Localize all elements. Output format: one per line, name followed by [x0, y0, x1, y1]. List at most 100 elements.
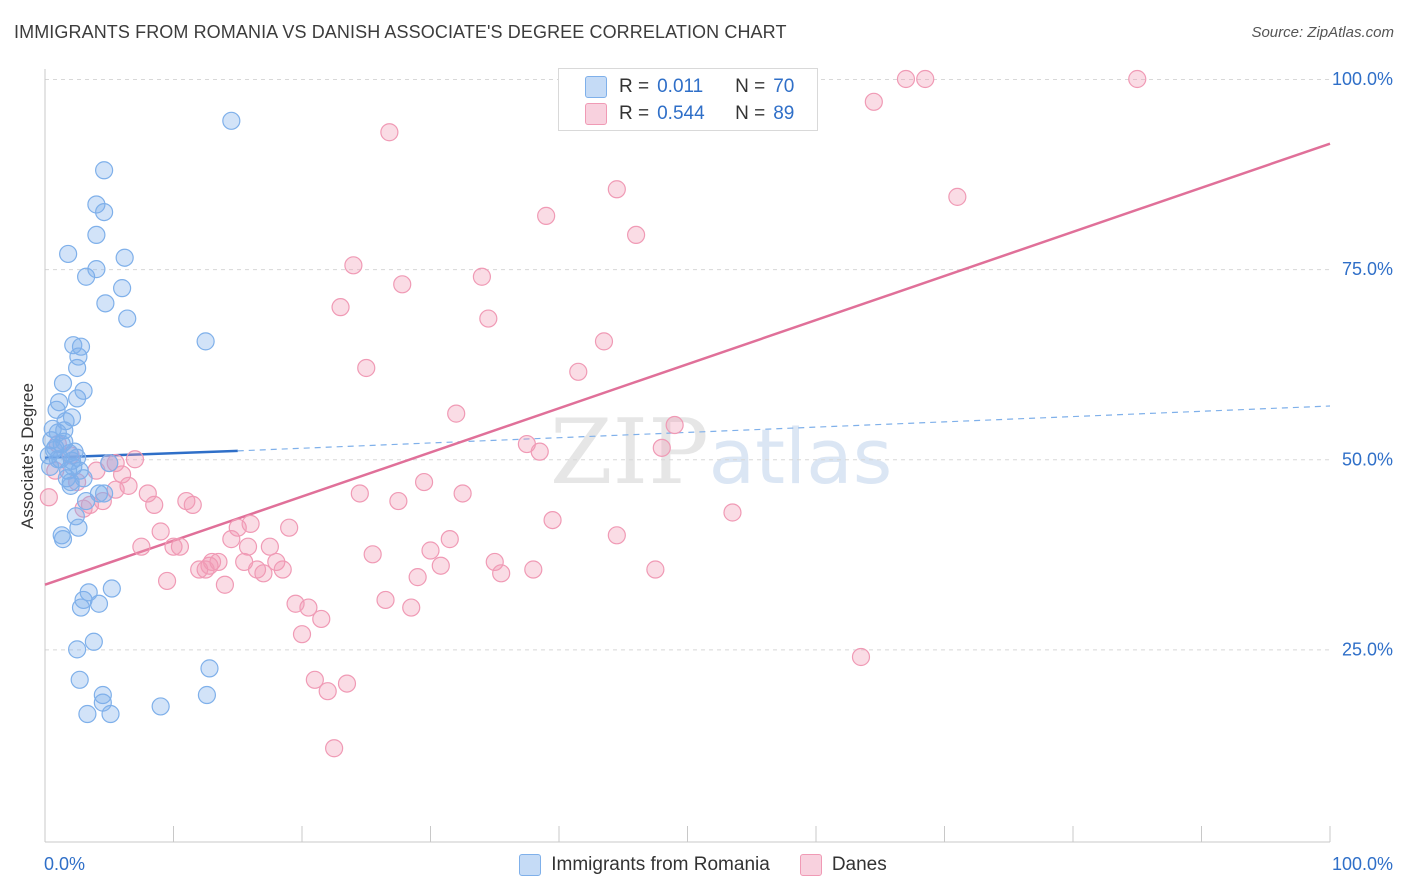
- point-danes: [543, 510, 562, 530]
- point-romania: [115, 248, 134, 267]
- point-danes: [380, 123, 399, 142]
- point-danes: [164, 537, 183, 556]
- point-danes: [273, 560, 292, 579]
- legend-n-label: N =: [735, 76, 766, 97]
- point-romania: [89, 594, 109, 613]
- point-danes: [421, 541, 440, 560]
- y-tick-label: 75.0%: [1342, 259, 1393, 279]
- legend-r-value: 0.011: [657, 76, 704, 97]
- point-danes: [594, 332, 614, 351]
- point-romania: [112, 279, 132, 298]
- watermark-atlas: atlas: [708, 412, 893, 501]
- point-danes: [157, 571, 177, 591]
- point-danes: [723, 503, 742, 522]
- point-romania: [96, 294, 115, 313]
- point-danes: [145, 495, 164, 514]
- legend-r-label: R =: [619, 103, 650, 124]
- point-danes: [916, 69, 935, 89]
- point-danes: [376, 590, 395, 610]
- point-romania: [200, 659, 219, 678]
- point-danes: [402, 598, 421, 617]
- point-danes: [948, 187, 967, 206]
- point-romania: [62, 408, 82, 427]
- point-danes: [254, 564, 273, 583]
- point-danes: [357, 358, 376, 378]
- point-romania: [95, 484, 114, 503]
- legend-swatch-romania: [585, 76, 607, 98]
- point-danes: [305, 670, 324, 689]
- point-danes: [350, 484, 369, 503]
- point-romania: [77, 267, 96, 286]
- legend-label-romania: Immigrants from Romania: [551, 854, 770, 875]
- point-danes: [431, 556, 450, 575]
- tick-labels: 25.0% 50.0% 75.0% 100.0% 0.0% 100.0%: [44, 69, 1393, 874]
- point-romania: [69, 518, 88, 537]
- trend-line-romania-extrapolated: [237, 405, 1331, 452]
- point-danes: [408, 568, 427, 587]
- point-romania: [87, 260, 106, 279]
- legend-item-romania[interactable]: Immigrants from Romania: [519, 854, 770, 876]
- point-danes: [292, 625, 312, 644]
- watermark: ZIPatlas: [550, 400, 892, 505]
- point-romania: [84, 632, 103, 651]
- point-danes: [125, 450, 145, 469]
- y-tick-label: 100.0%: [1332, 69, 1393, 89]
- point-danes: [652, 438, 671, 457]
- chart-title: IMMIGRANTS FROM ROMANIA VS DANISH ASSOCI…: [14, 22, 787, 42]
- point-danes: [106, 453, 125, 473]
- point-romania: [222, 111, 241, 130]
- point-danes: [646, 560, 665, 579]
- legend-label-danes: Danes: [831, 854, 887, 875]
- point-danes: [530, 442, 549, 461]
- point-danes: [607, 526, 626, 545]
- point-romania: [100, 453, 119, 473]
- watermark-zip: ZIP: [550, 400, 709, 505]
- legend-swatch-romania: [519, 854, 542, 876]
- point-danes: [337, 674, 357, 693]
- point-danes: [851, 647, 871, 667]
- point-romania: [55, 432, 74, 451]
- legend-row-romania: R = 0.011 N = 70: [585, 75, 794, 99]
- point-romania: [118, 309, 137, 328]
- point-danes: [280, 518, 299, 537]
- point-romania: [70, 670, 89, 689]
- point-romania: [95, 202, 114, 222]
- point-romania: [151, 697, 170, 716]
- legend-item-danes[interactable]: Danes: [799, 854, 887, 876]
- point-romania: [71, 337, 91, 356]
- y-axis-label: Associate's Degree: [18, 383, 37, 529]
- point-romania: [53, 530, 73, 549]
- point-danes: [479, 309, 498, 328]
- point-romania: [41, 457, 60, 476]
- point-danes: [665, 415, 684, 435]
- point-romania: [59, 244, 78, 264]
- point-romania: [87, 195, 106, 214]
- point-romania: [74, 381, 93, 400]
- point-danes: [325, 739, 344, 758]
- trend-line-danes: [44, 142, 1331, 586]
- legend-r-value: 0.544: [657, 103, 705, 124]
- point-danes: [492, 564, 511, 583]
- y-tick-label: 25.0%: [1342, 639, 1393, 659]
- point-danes: [119, 476, 138, 495]
- point-romania: [197, 685, 217, 705]
- point-danes: [569, 362, 588, 381]
- point-danes: [132, 537, 151, 556]
- point-romania: [87, 225, 106, 245]
- point-danes: [485, 552, 504, 572]
- point-romania: [61, 472, 80, 492]
- legend-swatch-danes: [799, 854, 822, 876]
- point-romania: [95, 161, 114, 180]
- point-danes: [170, 537, 190, 556]
- legend-n-label: N =: [735, 103, 766, 124]
- x-tick-label: 0.0%: [44, 854, 85, 874]
- point-danes: [447, 404, 466, 423]
- trend-lines: [44, 142, 1331, 586]
- point-romania: [50, 393, 69, 412]
- stats-legend: R = 0.011 N = 70 R = 0.544 N = 89: [558, 68, 818, 131]
- point-romania: [101, 704, 120, 724]
- point-romania: [48, 450, 67, 469]
- point-romania: [93, 685, 112, 705]
- point-danes: [183, 495, 202, 514]
